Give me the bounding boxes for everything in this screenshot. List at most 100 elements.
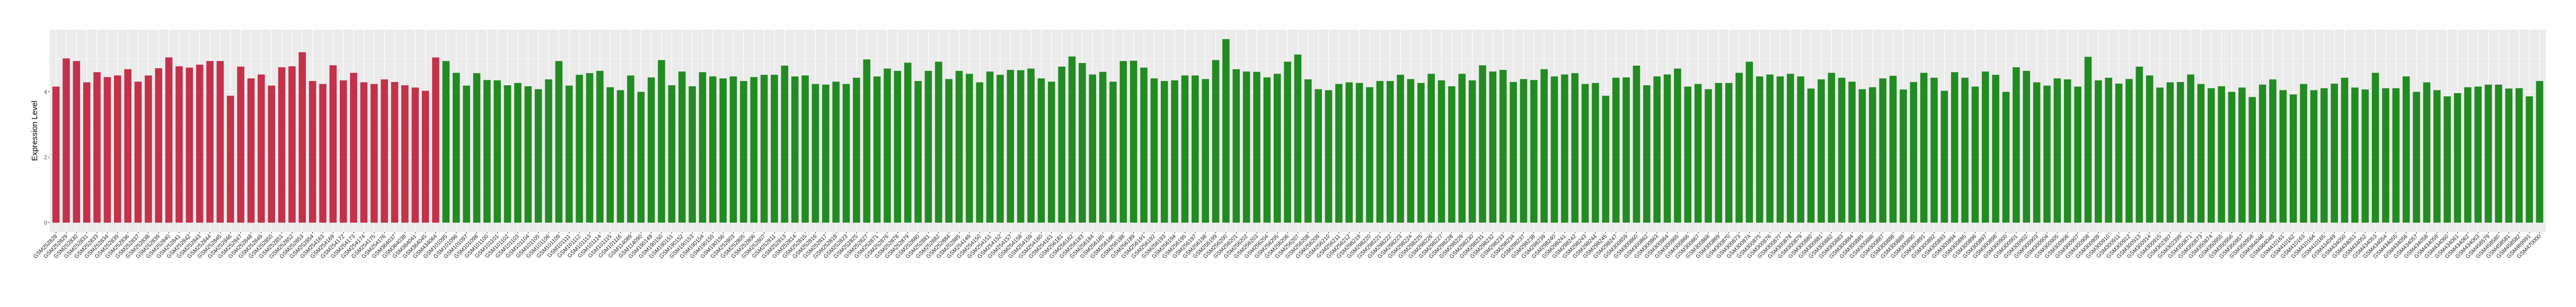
bar-GSM190151 (668, 85, 676, 223)
bar-GSM298242 (1571, 73, 1579, 223)
bar-GSM300890 (1910, 82, 1918, 223)
bar-GSM300896 (1971, 86, 1979, 223)
bar-GSM434056 (2402, 76, 2410, 223)
bar-GSM300877 (1776, 76, 1784, 223)
bar-GSM300895 (1961, 77, 1969, 223)
y-tick-label: 4 (44, 89, 47, 95)
bar-GSM300883 (1838, 77, 1846, 223)
bar-GSM256199 (1212, 60, 1220, 223)
bar-GSM298221 (1376, 81, 1384, 223)
bar-GSM252835 (114, 75, 121, 223)
y-tick-label: 2 (44, 155, 47, 161)
bar-GSM101102 (504, 85, 511, 223)
bar-GSM350955 (2218, 86, 2225, 223)
bar-GSM300887 (1879, 78, 1886, 223)
bar-GSM252845 (216, 61, 224, 223)
bars (52, 39, 2544, 223)
bar-GSM410161 (2279, 90, 2287, 223)
bar-GSM298245 (1602, 95, 1610, 223)
bar-GSM254160 (1037, 78, 1045, 223)
bar-GSM298247 (1612, 77, 1620, 223)
bar-GSM252827 (863, 59, 871, 223)
bar-GSM254151 (986, 71, 994, 223)
bar-GSM256208 (1304, 79, 1312, 223)
bar-GSM300910 (2105, 77, 2112, 223)
bar-GSM302399 (2176, 82, 2184, 223)
bar-GSM252803 (729, 76, 737, 223)
bar-GSM298231 (1479, 65, 1486, 223)
bar-GSM300882 (1828, 73, 1836, 223)
bar-GSM256183 (1079, 63, 1086, 223)
bar-GSM300885 (1858, 89, 1866, 223)
bar-GSM252805 (740, 81, 747, 223)
bar-GSM190153 (689, 86, 696, 223)
bar-GSM434054 (2382, 88, 2389, 223)
bar-GSM298244 (1592, 83, 1599, 223)
bar-GSM350957 (2238, 87, 2246, 223)
bar-GSM256195 (1181, 75, 1189, 223)
bar-GSM254161 (1048, 82, 1055, 223)
bar-GSM252847 (237, 66, 244, 223)
bar-GSM252834 (103, 77, 111, 223)
bar-GSM252816 (811, 84, 819, 223)
bar-GSM300862 (1643, 85, 1651, 223)
bar-GSM300907 (2074, 86, 2081, 223)
bar-GSM434062 (2464, 87, 2472, 223)
bar-GSM252814 (791, 76, 799, 223)
bar-GSM252882 (935, 61, 942, 223)
bar-GSM252829 (63, 58, 70, 223)
bar-GSM410164 (2310, 90, 2318, 223)
bar-GSM190154 (699, 72, 707, 223)
bar-GSM256197 (1192, 75, 1199, 223)
bar-GSM300880 (1807, 88, 1815, 223)
bar-GSM458579 (2484, 84, 2492, 223)
bar-GSM458580 (2495, 84, 2502, 223)
bar-GSM364038 (401, 85, 409, 223)
bar-GSM300886 (1869, 87, 1876, 223)
bar-GSM300911 (2115, 83, 2123, 223)
bar-GSM298226 (1427, 74, 1435, 223)
bar-GSM364037 (391, 82, 399, 223)
bar-GSM254173 (350, 73, 357, 223)
bar-GSM252841 (175, 66, 183, 223)
bar-GSM190152 (678, 71, 686, 223)
bar-GSM350956 (2228, 92, 2236, 223)
bar-GSM298234 (1510, 82, 1517, 223)
bar-GSM252837 (134, 82, 142, 223)
bar-GSM298220 (1366, 87, 1373, 223)
bar-GSM101113 (586, 73, 594, 223)
bar-GSM252807 (760, 75, 768, 223)
bar-GSM101114 (596, 70, 604, 223)
bar-GSM300915 (2156, 87, 2164, 223)
bar-GSM300914 (2146, 75, 2154, 223)
bar-GSM300881 (1818, 79, 1825, 223)
bar-GSM300897 (1982, 71, 1989, 223)
bar-GSM254157 (1007, 70, 1014, 223)
bar-GSM350871 (2187, 74, 2194, 223)
bar-GSM298241 (1561, 74, 1568, 223)
bar-GSM252823 (842, 84, 850, 223)
bar-GSM470000 (2536, 81, 2544, 223)
bar-GSM298243 (1581, 84, 1589, 223)
bar-GSM252884 (945, 79, 952, 223)
bar-GSM302397 (2166, 82, 2174, 223)
bar-GSM101109 (555, 61, 563, 223)
bar-GSM256194 (1171, 80, 1178, 223)
bar-GSM101105 (534, 89, 542, 223)
bar-GSM256212 (1345, 82, 1353, 223)
bar-GSM256201 (1232, 69, 1240, 223)
bar-GSM298232 (1489, 71, 1497, 223)
bar-GSM300859 (1622, 77, 1630, 223)
bar-GSM300870 (1725, 83, 1733, 223)
bar-GSM298230 (1468, 80, 1476, 223)
bar-GSM298233 (1499, 70, 1507, 223)
bar-GSM101103 (514, 83, 522, 223)
bar-GSM252878 (894, 70, 902, 223)
bar-GSM298223 (1397, 75, 1404, 223)
bar-GSM256209 (1315, 89, 1322, 223)
bar-GSM298239 (1540, 69, 1548, 223)
bar-GSM300892 (1930, 77, 1938, 223)
bar-GSM300879 (1797, 76, 1805, 223)
bar-GSM254169 (329, 65, 337, 223)
bar-GSM300906 (2063, 79, 2071, 223)
